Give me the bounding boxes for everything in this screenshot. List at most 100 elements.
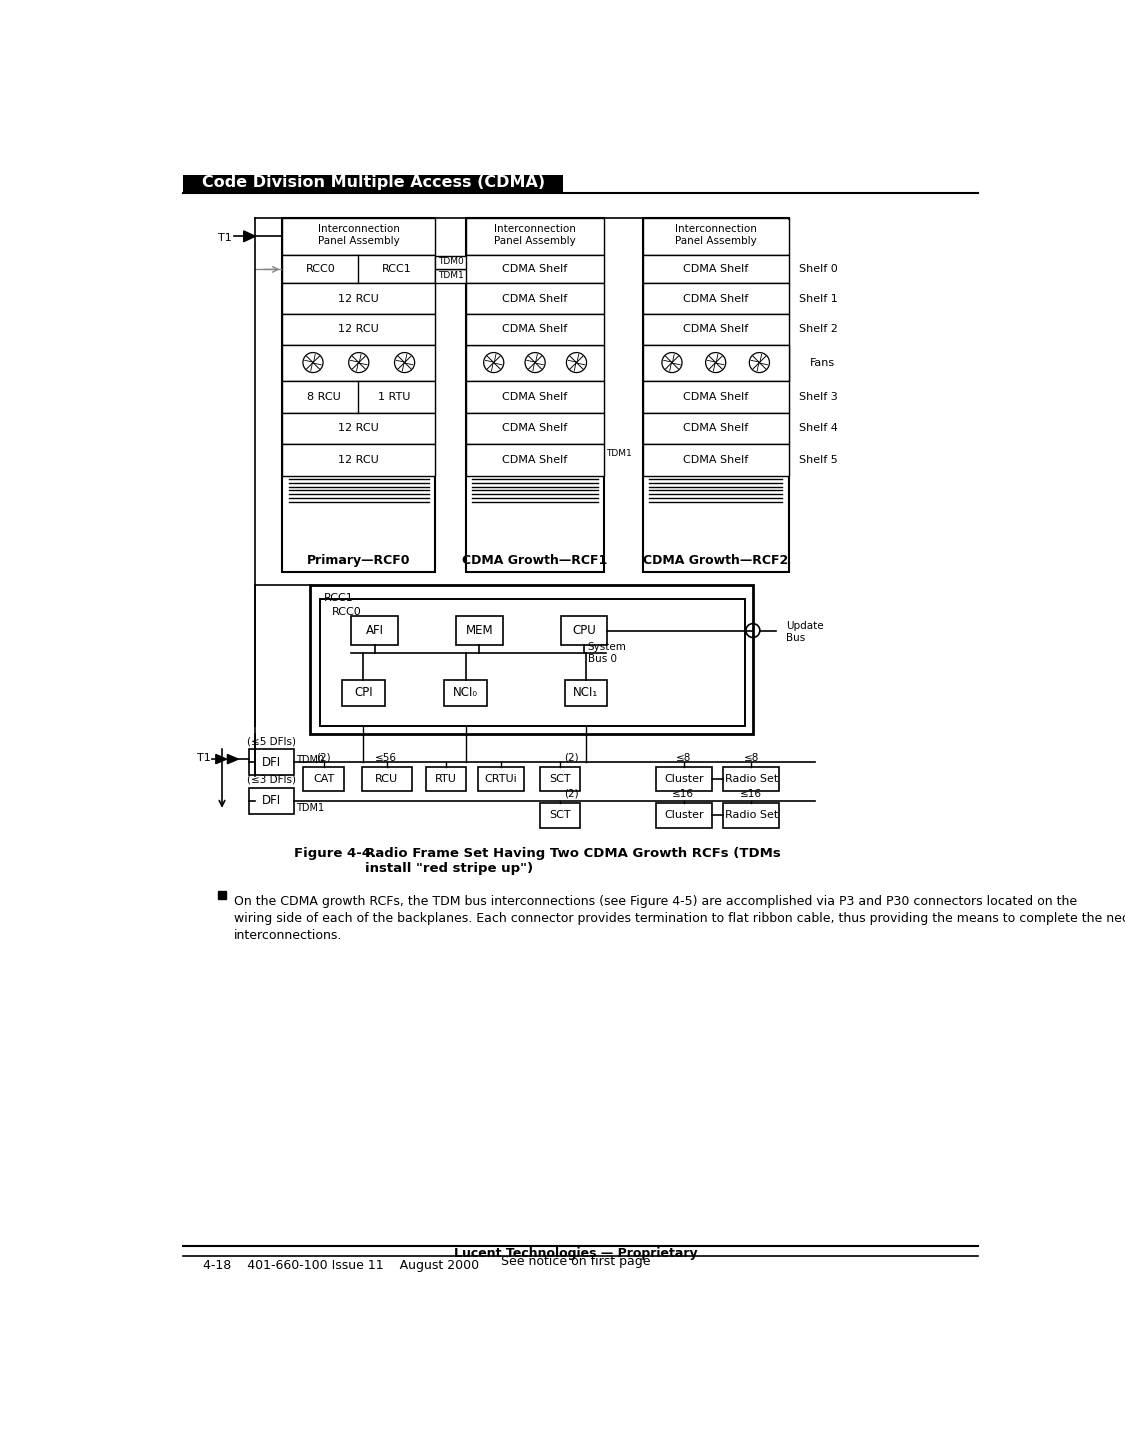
Bar	[282, 413, 435, 445]
Bar	[642, 217, 789, 255]
Text: TDM0: TDM0	[296, 755, 324, 765]
Text: See notice on first page: See notice on first page	[502, 1254, 651, 1267]
Text: Fans: Fans	[810, 358, 836, 368]
Text: ≤8: ≤8	[744, 752, 759, 762]
Text: CPU: CPU	[572, 623, 596, 636]
Bar	[642, 413, 789, 445]
Text: Shelf 3: Shelf 3	[799, 392, 837, 402]
Text: 1 RTU: 1 RTU	[378, 392, 411, 402]
Bar	[642, 380, 789, 413]
Bar	[351, 616, 398, 645]
Bar	[456, 616, 503, 645]
Bar	[642, 315, 789, 345]
Text: RCC0: RCC0	[306, 265, 335, 275]
Bar	[282, 315, 435, 345]
Bar	[478, 766, 524, 791]
Text: CDMA Shelf: CDMA Shelf	[503, 423, 568, 433]
Bar	[249, 788, 294, 814]
Bar	[321, 599, 745, 726]
Text: CDMA Shelf: CDMA Shelf	[503, 293, 568, 303]
Text: (2): (2)	[565, 789, 579, 799]
Text: TDM1: TDM1	[439, 272, 465, 280]
Bar	[466, 413, 604, 445]
Bar	[282, 345, 435, 380]
Text: CDMA Shelf: CDMA Shelf	[503, 265, 568, 275]
Polygon shape	[244, 230, 255, 242]
Bar	[560, 616, 608, 645]
Text: RCC1: RCC1	[382, 265, 412, 275]
Text: TDM1: TDM1	[296, 802, 324, 812]
Text: Radio Frame Set Having Two CDMA Growth RCFs (TDMs
install "red stripe up"): Radio Frame Set Having Two CDMA Growth R…	[366, 847, 781, 875]
Bar	[435, 269, 468, 283]
Text: T1: T1	[218, 233, 232, 243]
Text: CDMA Shelf: CDMA Shelf	[503, 455, 568, 465]
Bar	[249, 749, 294, 775]
Bar	[642, 445, 789, 476]
Text: CDMA Shelf: CDMA Shelf	[683, 293, 748, 303]
Text: RTU: RTU	[435, 774, 457, 784]
Text: TDM0: TDM0	[439, 257, 465, 266]
Bar	[565, 679, 608, 706]
Text: AFI: AFI	[366, 623, 384, 636]
Bar	[444, 679, 487, 706]
Bar	[282, 283, 435, 315]
Text: Interconnection
Panel Assembly: Interconnection Panel Assembly	[494, 225, 576, 246]
Bar	[466, 380, 604, 413]
Text: CDMA Shelf: CDMA Shelf	[683, 423, 748, 433]
Bar	[304, 766, 343, 791]
Text: 4-18    401-660-100 Issue 11    August 2000: 4-18 401-660-100 Issue 11 August 2000	[202, 1258, 479, 1271]
Text: RCC1: RCC1	[324, 593, 353, 603]
Text: CPI: CPI	[354, 686, 372, 699]
Text: Shelf 5: Shelf 5	[799, 455, 837, 465]
Polygon shape	[227, 755, 238, 764]
Text: CAT: CAT	[313, 774, 334, 784]
Text: CDMA Shelf: CDMA Shelf	[683, 265, 748, 275]
Text: ≤56: ≤56	[376, 752, 397, 762]
Bar	[466, 217, 604, 255]
Bar	[309, 585, 753, 734]
Text: SCT: SCT	[549, 811, 570, 821]
Text: CDMA Shelf: CDMA Shelf	[503, 325, 568, 335]
Text: Primary—RCF0: Primary—RCF0	[307, 553, 411, 566]
Bar	[656, 804, 712, 828]
Bar	[282, 380, 435, 413]
Text: wiring side of each of the backplanes. Each connector provides termination to fl: wiring side of each of the backplanes. E…	[234, 912, 1125, 925]
Bar	[642, 283, 789, 315]
Text: NCI₀: NCI₀	[453, 686, 478, 699]
Text: 12 RCU: 12 RCU	[339, 325, 379, 335]
Text: TDM1: TDM1	[605, 449, 631, 458]
Text: On the CDMA growth RCFs, the TDM bus interconnections (see Figure 4-5) are accom: On the CDMA growth RCFs, the TDM bus int…	[234, 895, 1077, 908]
Text: Figure 4-4.: Figure 4-4.	[294, 847, 377, 859]
Text: 8 RCU: 8 RCU	[307, 392, 341, 402]
Bar	[282, 217, 435, 572]
Bar	[642, 255, 789, 283]
Bar	[466, 217, 604, 572]
Text: Cluster: Cluster	[664, 811, 704, 821]
Bar	[540, 804, 580, 828]
Text: (≤5 DFIs): (≤5 DFIs)	[248, 736, 296, 746]
Text: DFI: DFI	[262, 755, 281, 769]
Text: CDMA Growth—RCF1: CDMA Growth—RCF1	[462, 553, 608, 566]
Text: (2): (2)	[316, 752, 331, 762]
Text: Shelf 0: Shelf 0	[799, 265, 837, 275]
Bar	[466, 445, 604, 476]
Text: NCI₁: NCI₁	[574, 686, 598, 699]
Text: (2): (2)	[565, 752, 579, 762]
Bar	[723, 766, 780, 791]
Bar	[540, 766, 580, 791]
Text: (≤3 DFIs): (≤3 DFIs)	[248, 775, 296, 785]
Text: 12 RCU: 12 RCU	[339, 293, 379, 303]
Bar	[642, 345, 789, 380]
Bar	[361, 766, 412, 791]
Text: ≤8: ≤8	[675, 752, 691, 762]
Text: CRTUi: CRTUi	[485, 774, 518, 784]
Bar	[426, 766, 466, 791]
Bar	[342, 679, 385, 706]
Text: Shelf 4: Shelf 4	[799, 423, 837, 433]
Text: Lucent Technologies — Proprietary: Lucent Technologies — Proprietary	[455, 1247, 698, 1260]
Text: Cluster: Cluster	[664, 774, 704, 784]
Text: RCC0: RCC0	[332, 606, 362, 616]
Bar	[282, 217, 435, 255]
Bar	[435, 256, 468, 269]
Text: Shelf 2: Shelf 2	[799, 325, 837, 335]
